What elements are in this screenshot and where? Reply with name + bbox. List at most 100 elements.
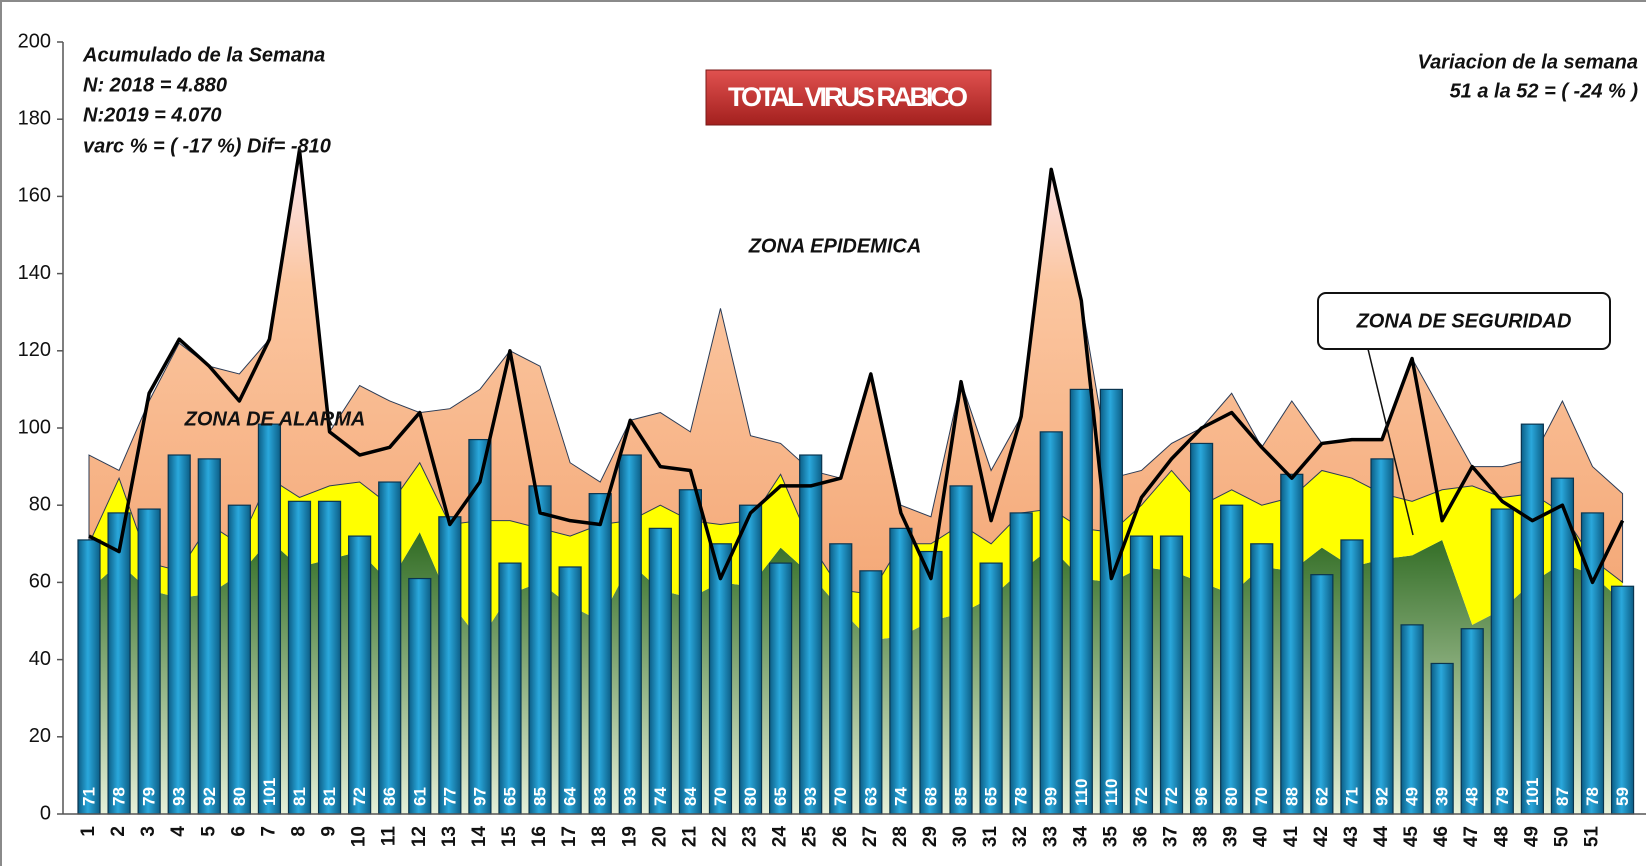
annotation: 51 a la 52 = ( -24 % ) [1450,80,1639,102]
bar [227,504,251,815]
line [88,148,1625,585]
data-label: 63 [861,787,880,806]
x-tick-label: 11 [379,826,400,847]
bar [257,423,282,815]
data-label: 39 [1433,787,1452,806]
x-tick-label: 26 [830,826,851,847]
bar [1189,442,1214,815]
data-label: 65 [500,787,519,806]
y-tick-label: 20 [29,725,51,747]
bar [588,493,612,815]
data-label: 81 [320,787,339,806]
x-tick-label: 45 [1401,826,1422,848]
x-tick-label: 10 [349,826,370,847]
bar [829,543,853,815]
data-label: 93 [170,787,189,806]
x-tick-label: 15 [499,826,520,848]
data-label: 110 [1072,779,1091,806]
data-label: 74 [891,787,910,806]
annotation: Acumulado de la Semana [82,44,325,66]
data-label: 78 [1583,787,1602,806]
data-label: 85 [531,787,550,806]
data-label: 72 [350,787,369,806]
x-tick-label: 20 [649,826,670,847]
bar [137,508,161,815]
data-label: 59 [1613,787,1632,806]
bar [708,543,733,815]
y-tick-label: 180 [18,107,51,129]
data-label: 96 [1192,787,1211,806]
x-tick-label: 18 [589,826,610,847]
data-label: 64 [561,787,580,806]
x-tick-label: 25 [800,826,821,848]
x-tick-label: 34 [1070,826,1091,848]
x-tick-label: 3 [138,826,159,837]
x-tick-label: 17 [559,826,580,847]
data-label: 49 [1403,787,1422,806]
y-tick-label: 140 [18,262,51,284]
data-label: 77 [440,787,459,806]
x-tick-label: 9 [319,826,340,837]
x-tick-label: 31 [980,826,1001,848]
data-label: 48 [1463,787,1482,806]
annotation: Variacion de la semana [1418,51,1638,73]
bar [107,512,131,815]
data-label: 70 [711,787,730,806]
x-tick-label: 27 [860,826,881,847]
bar [799,454,823,815]
data-label: 84 [681,787,700,806]
data-label: 81 [290,787,309,806]
x-tick-label: 32 [1010,826,1031,847]
data-label: 101 [1523,778,1542,806]
x-tick-label: 44 [1371,826,1392,848]
x-tick-label: 36 [1130,826,1151,847]
bar [1610,585,1635,815]
x-tick-label: 5 [198,826,219,837]
annotation: N:2019 = 4.070 [83,104,221,126]
bar [348,535,372,815]
data-label: 71 [1342,787,1361,806]
data-label: 74 [651,787,670,806]
bar [1220,504,1244,815]
data-label: 93 [801,787,820,806]
data-label: 80 [230,787,249,806]
data-label: 78 [1012,787,1031,806]
data-label: 101 [260,778,279,806]
bar [1159,535,1184,815]
x-tick-label: 12 [409,826,430,847]
data-label: 65 [982,787,1001,806]
data-label: 92 [200,787,219,806]
data-label: 80 [1222,787,1241,806]
x-tick-label: 30 [950,826,971,847]
title-box [705,69,992,126]
x-tick-label: 8 [289,826,310,837]
x-tick-label: 16 [529,826,550,847]
bar [558,566,582,815]
data-label: 70 [1252,787,1271,806]
data-label: 72 [1162,787,1181,806]
annotation: varc % = ( -17 %) Dif= -810 [83,135,331,157]
x-tick-label: 35 [1100,826,1121,848]
x-tick-label: 4 [168,826,189,837]
data-label: 87 [1553,787,1572,806]
x-tick-label: 48 [1491,826,1512,847]
y-tick-label: 200 [18,30,51,52]
bar [197,458,221,815]
bar [528,485,552,815]
x-tick-label: 29 [920,826,941,847]
data-label: 85 [952,787,971,806]
x-tick-label: 49 [1521,826,1542,847]
x-tick-label: 24 [770,826,791,848]
bar [438,516,462,815]
bar [678,489,703,815]
bar [1039,431,1063,815]
data-label: 110 [1102,779,1121,806]
data-label: 65 [771,787,790,806]
bar [378,481,402,815]
y-tick-label: 60 [29,571,51,593]
x-tick-label: 23 [740,826,761,847]
bar [1310,574,1334,815]
x-tick-label: 21 [679,826,700,848]
x-tick-label: 39 [1221,826,1242,847]
